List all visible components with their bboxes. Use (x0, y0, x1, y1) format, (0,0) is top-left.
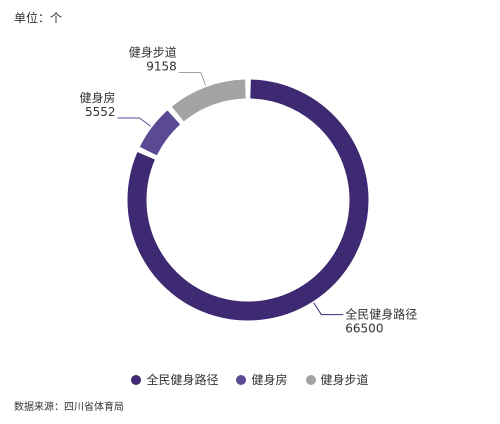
leader-line (178, 71, 207, 86)
legend-marker (236, 374, 247, 385)
legend-label: 健身房 (251, 373, 288, 387)
legend-item[interactable]: 健身步道 (305, 371, 369, 388)
legend: 全民健身路径 健身房 健身步道 (0, 371, 500, 388)
donut-slice[interactable] (127, 79, 369, 321)
legend-marker (131, 374, 142, 385)
slice-value-label: 66500 (345, 322, 383, 336)
slice-name-label: 全民健身路径 (345, 307, 417, 322)
slice-value-label: 9158 (146, 59, 177, 73)
slice-name-label: 健身步道 (129, 44, 177, 59)
legend-label: 健身步道 (320, 373, 369, 387)
legend-label: 全民健身路径 (146, 373, 219, 387)
slice-name-label: 健身房 (80, 90, 116, 105)
leader-line (313, 302, 344, 316)
source-label: 数据来源：四川省体育局 (14, 402, 124, 413)
slice-value-label: 5552 (85, 105, 116, 119)
donut-slice[interactable] (140, 110, 180, 156)
legend-marker (305, 374, 316, 385)
unit-label: 单位：个 (14, 11, 63, 25)
legend-item[interactable]: 全民健身路径 (131, 371, 218, 388)
donut-slice[interactable] (171, 79, 246, 122)
legend-item[interactable]: 健身房 (236, 371, 288, 388)
leader-line (117, 117, 151, 127)
